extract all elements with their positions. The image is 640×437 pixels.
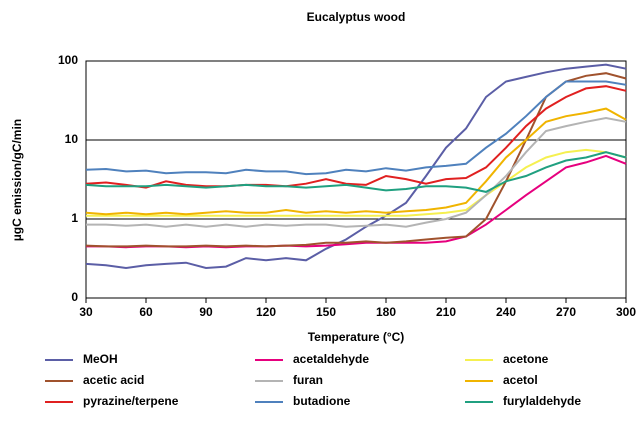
chart-title: Eucalyptus wood	[307, 10, 406, 24]
legend-label: pyrazine/terpene	[83, 394, 179, 408]
x-tick-label: 300	[616, 305, 636, 319]
series-line	[85, 107, 627, 216]
legend-label: acetic acid	[83, 373, 144, 387]
x-tick-label: 90	[199, 305, 213, 319]
legend-label: acetone	[503, 352, 549, 366]
series-line	[85, 151, 627, 193]
x-tick-label: 210	[436, 305, 456, 319]
legend-label: acetaldehyde	[293, 352, 369, 366]
series-line	[85, 80, 627, 176]
series-line	[85, 85, 627, 189]
series-line	[86, 116, 627, 228]
x-tick-label: 270	[556, 305, 576, 319]
legend-label: furan	[293, 373, 323, 387]
x-axis-title: Temperature (°C)	[308, 330, 405, 344]
x-tick-label: 180	[376, 305, 396, 319]
y-tick-label: 100	[58, 53, 78, 67]
legend-label: furylaldehyde	[503, 394, 581, 408]
legend-label: MeOH	[83, 352, 118, 366]
series-line	[85, 63, 627, 270]
x-tick-label: 60	[139, 305, 153, 319]
y-tick-label: 10	[65, 132, 79, 146]
y-tick-label: 1	[71, 211, 78, 225]
x-tick-label: 240	[496, 305, 516, 319]
series-line	[86, 148, 627, 217]
y-tick-label: 0	[71, 290, 78, 304]
x-tick-label: 120	[256, 305, 276, 319]
x-tick-label: 150	[316, 305, 336, 319]
plot-frame	[85, 60, 627, 299]
legend-label: acetol	[503, 373, 538, 387]
legend-label: butadione	[293, 394, 351, 408]
y-axis-title: µgC emission/gC/min	[10, 119, 24, 241]
x-tick-label: 30	[79, 305, 93, 319]
